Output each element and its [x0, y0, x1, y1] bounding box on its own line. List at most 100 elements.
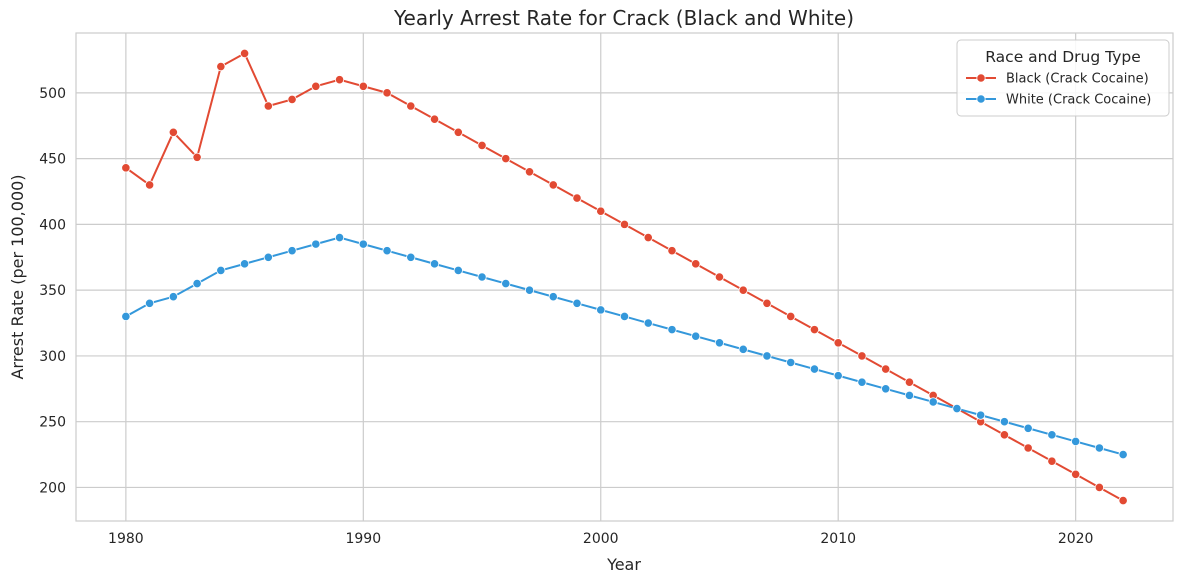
data-point [358, 81, 368, 91]
data-point [786, 311, 796, 322]
data-point [406, 101, 416, 111]
data-point [1094, 443, 1104, 453]
x-tick-label: 1980 [108, 531, 144, 547]
legend-title: Race and Drug Type [985, 48, 1141, 66]
data-point [145, 180, 155, 190]
series-white [121, 232, 1128, 460]
y-tick-label: 400 [39, 217, 66, 233]
data-point [501, 278, 511, 289]
data-point [952, 403, 962, 414]
data-point [334, 232, 345, 243]
data-point [1094, 482, 1104, 493]
legend-box [956, 39, 1170, 117]
data-point [1118, 449, 1128, 460]
data-point [311, 81, 321, 91]
y-tick-label: 250 [39, 415, 66, 431]
data-point [596, 206, 606, 216]
data-point [145, 298, 155, 308]
legend-entry: Black (Crack Cocaine) [966, 72, 1149, 87]
data-point [1071, 436, 1081, 447]
data-point [548, 292, 558, 302]
y-axis-ticks: 200 250 300 350 400 450 500 [39, 86, 66, 497]
data-point [1047, 456, 1057, 466]
data-point [121, 311, 131, 322]
y-tick-label: 450 [39, 152, 66, 168]
data-point [216, 61, 226, 72]
data-point [809, 325, 820, 335]
data-point [477, 140, 487, 151]
legend-label: White (Crack Cocaine) [1006, 93, 1151, 108]
data-point [1118, 496, 1128, 506]
series-layer [121, 48, 1128, 506]
legend-marker [976, 94, 986, 104]
data-point [572, 193, 582, 203]
data-point [667, 246, 677, 256]
data-point [857, 377, 867, 387]
data-point [714, 338, 725, 348]
data-point [1071, 469, 1081, 479]
data-point [857, 351, 867, 361]
data-point [453, 265, 463, 276]
plot-area-frame [75, 32, 1174, 522]
x-tick-label: 2000 [583, 531, 619, 547]
data-point [999, 430, 1010, 440]
y-tick-label: 200 [39, 480, 66, 496]
data-point [738, 344, 748, 354]
data-point [643, 318, 653, 328]
y-tick-label: 500 [39, 86, 66, 102]
data-point [999, 417, 1010, 427]
data-point [1023, 423, 1033, 433]
data-point [121, 163, 131, 173]
data-point [667, 325, 677, 335]
data-point [239, 259, 250, 269]
y-tick-label: 350 [39, 283, 66, 299]
legend-marker [976, 73, 986, 83]
data-point [833, 338, 843, 348]
data-point [548, 180, 558, 190]
data-point [524, 167, 535, 177]
data-point [382, 88, 392, 98]
data-point [738, 285, 748, 295]
data-point [358, 239, 368, 249]
data-point [453, 127, 463, 137]
grid [76, 33, 1173, 521]
data-point [691, 259, 701, 269]
data-point [786, 357, 796, 368]
data-point [311, 239, 321, 249]
y-axis-label: Arrest Rate (per 100,000) [8, 174, 27, 379]
legend: Race and Drug Type Black (Crack Cocaine)… [956, 39, 1170, 117]
series-line [125, 51, 1124, 502]
data-point [263, 252, 273, 262]
data-point [192, 278, 202, 289]
data-point [833, 371, 843, 381]
data-point [691, 331, 701, 341]
x-tick-label: 1990 [345, 531, 381, 547]
data-point [216, 265, 226, 276]
data-point [881, 364, 891, 374]
data-point [976, 410, 986, 420]
y-tick-label: 300 [39, 349, 66, 365]
data-point [263, 101, 273, 111]
data-point [477, 272, 487, 282]
legend-label: Black (Crack Cocaine) [1006, 72, 1149, 87]
data-point [904, 390, 915, 400]
data-point [619, 219, 630, 229]
x-tick-label: 2020 [1058, 531, 1094, 547]
data-point [287, 246, 297, 256]
data-point [382, 246, 392, 256]
x-axis-ticks: 1980 1990 2000 2010 2020 [108, 531, 1093, 547]
data-point [928, 397, 938, 407]
data-point [406, 252, 416, 262]
data-point [643, 232, 653, 243]
data-point [239, 48, 250, 58]
chart-title: Yearly Arrest Rate for Crack (Black and … [393, 6, 854, 30]
x-axis-label: Year [606, 555, 641, 574]
data-point [334, 75, 345, 85]
data-point [596, 305, 606, 315]
data-point [287, 94, 297, 105]
data-point [619, 311, 630, 322]
data-point [1047, 430, 1057, 440]
data-point [881, 384, 891, 394]
data-point [429, 259, 440, 269]
